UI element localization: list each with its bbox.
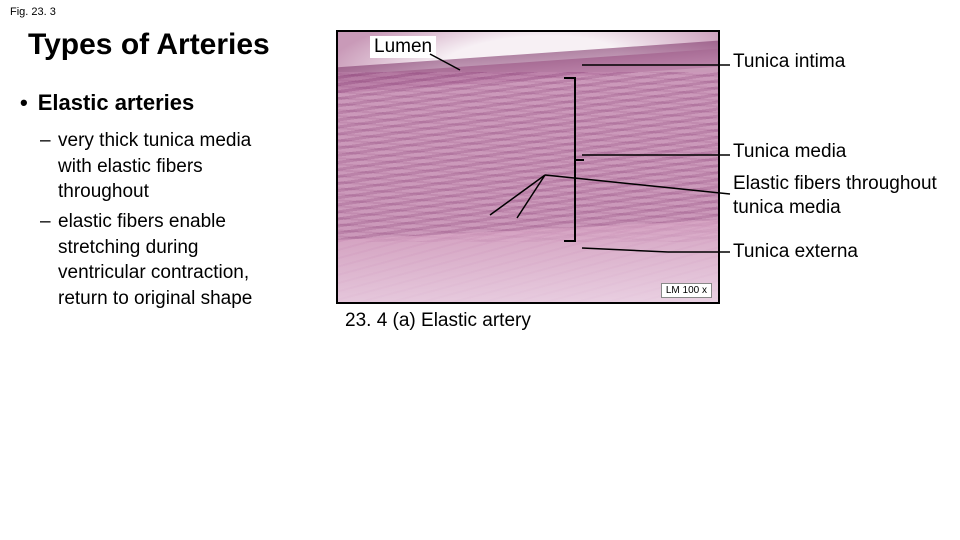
media-bracket-icon bbox=[574, 77, 576, 242]
sub-bullet-item: – elastic fibers enable stretching durin… bbox=[40, 209, 290, 312]
dash-icon: – bbox=[40, 209, 58, 312]
micrograph-caption: 23. 4 (a) Elastic artery bbox=[345, 310, 531, 332]
figure-number: Fig. 23. 3 bbox=[10, 6, 56, 18]
annotation-elastic-fibers: Elastic fibers throughout tunica media bbox=[733, 172, 953, 220]
micrograph-image: Lumen LM 100 x bbox=[336, 30, 720, 304]
tunica-media-region bbox=[336, 72, 720, 242]
annotation-tunica-intima: Tunica intima bbox=[733, 50, 845, 74]
lumen-label: Lumen bbox=[370, 36, 436, 58]
dash-icon: – bbox=[40, 128, 58, 205]
sub-bullet-text: very thick tunica media with elastic fib… bbox=[58, 128, 290, 205]
sub-bullet-list: – very thick tunica media with elastic f… bbox=[40, 128, 290, 315]
sub-bullet-item: – very thick tunica media with elastic f… bbox=[40, 128, 290, 205]
page-title: Types of Arteries bbox=[28, 28, 270, 62]
sub-bullet-text: elastic fibers enable stretching during … bbox=[58, 209, 290, 312]
magnification-tag: LM 100 x bbox=[661, 283, 712, 298]
annotation-tunica-externa: Tunica externa bbox=[733, 240, 858, 264]
main-bullet: Elastic arteries bbox=[20, 90, 194, 116]
annotation-tunica-media: Tunica media bbox=[733, 140, 846, 164]
